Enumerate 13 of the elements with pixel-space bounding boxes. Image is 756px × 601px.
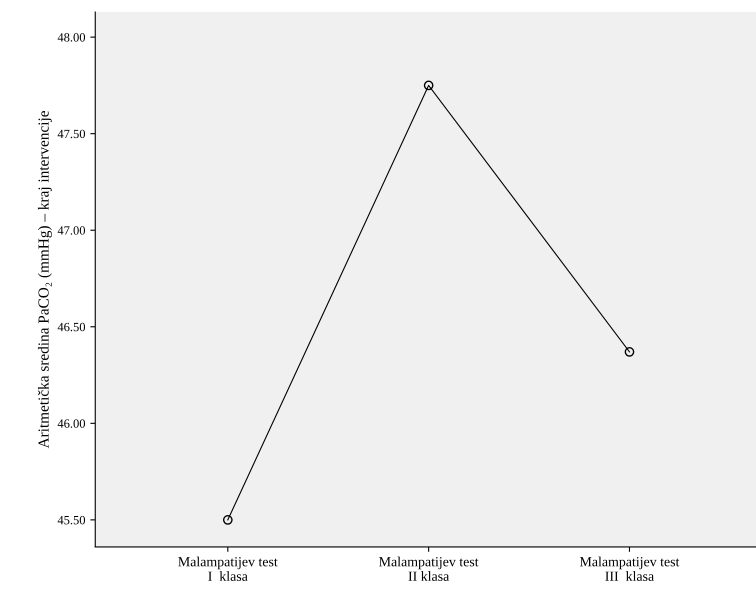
- x-tick-label: Malampatijev test III klasa: [580, 556, 680, 581]
- y-tick-label: 46.50: [58, 322, 86, 332]
- point: [624, 347, 634, 357]
- y-tick-label: 45.50: [58, 516, 86, 524]
- point: [222, 515, 233, 525]
- point: [424, 80, 434, 90]
- x-tick-label: Malampatijev test II klasa: [379, 556, 479, 581]
- y-tick-label: 48.00: [58, 33, 86, 42]
- y-tick-label: 46.00: [58, 419, 86, 428]
- y-tick-label: 47.00: [58, 226, 86, 235]
- y-axis-title: Aritmetička sredina PaCO₂ (mmHg) – kraj intervencije: [38, 111, 52, 448]
- y-tick-label: 47.50: [58, 130, 86, 138]
- x-tick-label: Malampatijev test I klasa: [178, 556, 278, 581]
